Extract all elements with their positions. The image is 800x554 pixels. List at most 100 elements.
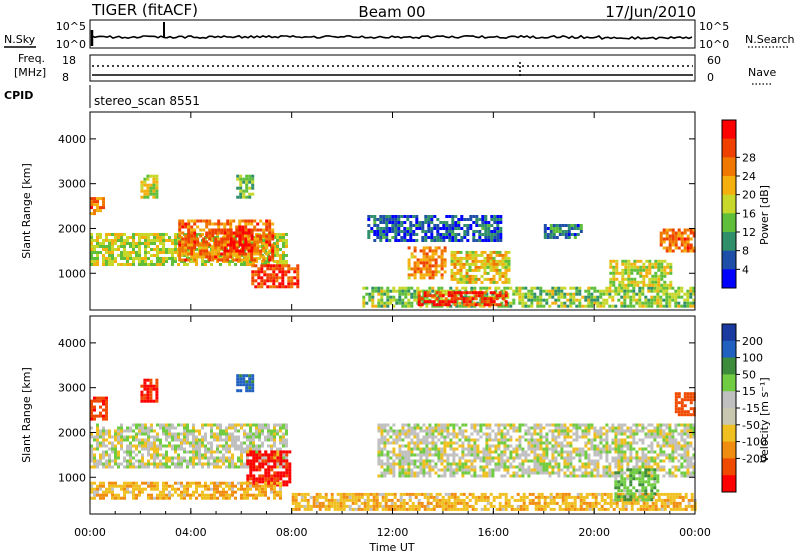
velocity-cell: [195, 450, 198, 454]
power-cell: [223, 255, 227, 259]
velocity-cell: [626, 465, 630, 469]
velocity-cell: [111, 487, 114, 491]
power-cell: [129, 236, 132, 239]
velocity-cell: [117, 426, 120, 430]
velocity-cell: [551, 453, 555, 457]
nave-tick-bottom: 0: [707, 71, 714, 84]
velocity-cell: [593, 444, 597, 448]
velocity-cell: [152, 387, 156, 391]
power-cell: [370, 227, 374, 230]
velocity-cell: [611, 423, 615, 427]
velocity-cell: [488, 444, 492, 448]
velocity-cell: [273, 484, 276, 488]
nave-tick-top: 60: [707, 54, 721, 67]
power-cell: [229, 225, 233, 229]
power-cell: [214, 249, 218, 253]
power-cell: [509, 301, 513, 305]
power-cell: [90, 203, 93, 207]
velocity-cell: [431, 432, 435, 436]
velocity-cell: [548, 447, 552, 451]
power-cell: [392, 289, 396, 293]
velocity-cell: [446, 426, 450, 430]
velocity-cell: [261, 487, 264, 491]
power-cell: [551, 301, 555, 305]
power-cell: [665, 289, 669, 293]
velocity-cell: [105, 450, 108, 454]
power-cell: [102, 242, 105, 245]
velocity-cell: [231, 426, 234, 430]
velocity-cell: [566, 444, 570, 448]
power-cell: [668, 246, 672, 250]
velocity-cell: [599, 456, 603, 460]
power-cell: [650, 295, 654, 299]
power-cell: [264, 257, 267, 260]
velocity-cell: [515, 438, 519, 442]
velocity-cell: [377, 474, 381, 478]
velocity-cell: [93, 396, 96, 400]
nsearch-tick-bottom: 10^0: [699, 38, 729, 51]
velocity-cell: [273, 438, 276, 442]
power-cell: [181, 252, 185, 256]
velocity-cell: [102, 490, 105, 494]
velocity-cell: [545, 465, 549, 469]
power-cell: [487, 236, 491, 239]
velocity-cell: [590, 459, 594, 463]
velocity-cell: [416, 432, 420, 436]
power-cell: [434, 252, 438, 256]
velocity-cell: [470, 447, 474, 451]
velocity-cell: [575, 474, 579, 478]
power-cell: [495, 303, 499, 307]
velocity-cell: [189, 432, 192, 436]
velocity-cell: [392, 423, 396, 427]
velocity-cell: [467, 438, 471, 442]
velocity-cell: [213, 438, 216, 442]
power-cell: [388, 227, 392, 230]
velocity-cell: [135, 484, 138, 488]
power-cell: [195, 248, 198, 251]
power-cell: [507, 280, 511, 284]
power-cell: [244, 258, 248, 262]
power-cell: [111, 233, 114, 236]
power-cell: [488, 286, 492, 290]
velocity-cell: [192, 429, 195, 433]
power-cell: [662, 231, 666, 235]
velocity-cell: [542, 468, 546, 472]
velocity-cell: [140, 393, 144, 397]
power-cell: [654, 262, 658, 266]
velocity-cell: [144, 447, 147, 451]
velocity-cell: [267, 426, 270, 430]
velocity-cell: [539, 435, 543, 439]
power-cell: [501, 271, 505, 275]
power-cell: [421, 230, 425, 233]
velocity-cell: [231, 465, 234, 469]
power-cell: [156, 254, 159, 257]
velocity-cell: [149, 396, 153, 400]
velocity-cell: [629, 459, 633, 463]
velocity-cell: [143, 384, 147, 388]
velocity-cell: [90, 402, 93, 406]
velocity-cell: [428, 429, 432, 433]
velocity-cell: [410, 471, 414, 475]
velocity-cell: [449, 432, 453, 436]
power-cell: [579, 224, 583, 227]
velocity-cell: [410, 468, 414, 472]
velocity-cell: [419, 471, 423, 475]
power-cell: [407, 298, 411, 302]
power-cell: [596, 298, 600, 302]
power-cell: [265, 225, 269, 229]
velocity-cell: [231, 441, 234, 445]
power-cell: [445, 236, 449, 239]
power-cell: [456, 259, 460, 263]
power-cell: [683, 246, 687, 250]
colorbar-tick-label: 12: [742, 226, 756, 239]
power-cell: [111, 257, 114, 260]
power-cell: [168, 257, 171, 260]
velocity-cell: [162, 490, 165, 494]
power-cell: [102, 248, 105, 251]
velocity-cell: [138, 459, 141, 463]
velocity-cell: [458, 429, 462, 433]
power-cell: [214, 228, 218, 232]
power-cell: [247, 231, 251, 235]
velocity-cell: [180, 456, 183, 460]
power-cell: [413, 267, 417, 271]
